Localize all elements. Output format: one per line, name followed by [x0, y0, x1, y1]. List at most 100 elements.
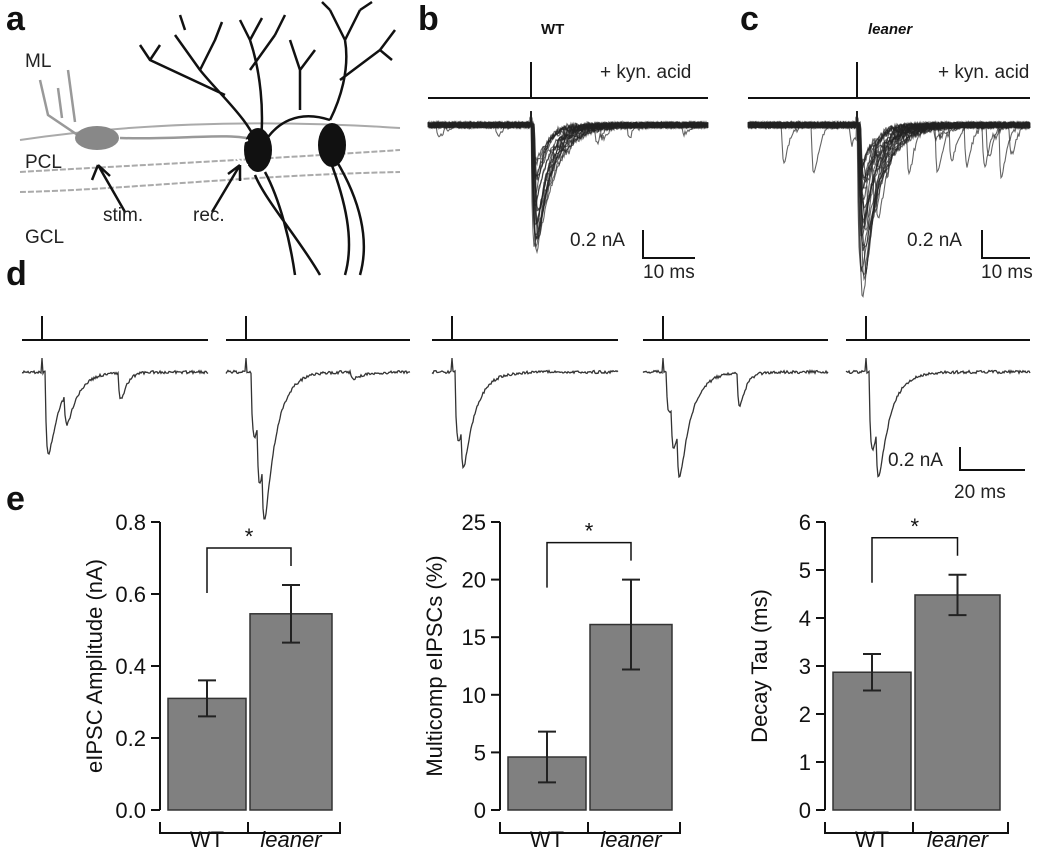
y-tick-label: 1 — [799, 750, 811, 775]
current-trace — [747, 110, 1031, 274]
scale-bar — [959, 447, 1025, 471]
panel-title: leaner — [868, 21, 913, 38]
condition-label: + kyn. acid — [938, 62, 1029, 83]
current-trace — [427, 110, 709, 226]
y-tick-label: 0.8 — [115, 510, 146, 535]
purkinje-axon — [253, 159, 366, 276]
y-tick-label: 5 — [474, 740, 486, 765]
y-tick-label: 0.6 — [115, 582, 146, 607]
stimulus-trace — [428, 62, 708, 99]
scale-bars — [642, 230, 1030, 471]
y-tick-label: 0 — [474, 798, 486, 823]
error-bar — [538, 730, 556, 784]
panel-label: a — [6, 0, 26, 38]
cerebellum-diagram — [19, 0, 401, 276]
y-tick-label: 2 — [799, 702, 811, 727]
arrow — [90, 164, 127, 213]
significance-mark: * — [585, 519, 594, 544]
layer-label: ML — [25, 51, 51, 72]
error-bar — [198, 679, 216, 718]
panel-title: WT — [541, 21, 564, 38]
rec-label: rec. — [193, 205, 225, 226]
x-tick-label: leaner — [260, 827, 323, 852]
current-trace — [427, 110, 709, 236]
x-tick-label: leaner — [927, 827, 990, 852]
stimulus-trace — [748, 62, 1030, 99]
stimulus-trace — [22, 316, 208, 341]
scale-bar — [642, 230, 695, 259]
y-tick-label: 10 — [462, 683, 486, 708]
significance-bracket — [546, 541, 632, 588]
stimulus-trace — [846, 316, 1030, 341]
purkinje-soma — [318, 123, 346, 167]
stim-label: stim. — [103, 205, 143, 226]
scale-label: 20 ms — [954, 482, 1006, 503]
traces — [21, 62, 1031, 520]
error-bar — [282, 584, 300, 644]
error-bar — [622, 578, 640, 671]
arrow — [210, 164, 242, 213]
current-trace — [747, 110, 1031, 282]
current-trace — [225, 357, 411, 520]
layer-line — [19, 122, 401, 141]
y-tick-label: 20 — [462, 568, 486, 593]
scale-label: 0.2 nA — [570, 230, 625, 251]
recording-pipette — [235, 139, 249, 166]
x-tick-label: WT — [855, 827, 889, 852]
y-axis-label: eIPSC Amplitude (nA) — [82, 559, 107, 773]
error-bar — [948, 573, 967, 617]
bar — [914, 594, 1001, 811]
panel-label: c — [740, 0, 759, 38]
y-tick-label: 6 — [799, 510, 811, 535]
x-tick-label: WT — [530, 827, 564, 852]
x-axis — [159, 822, 341, 834]
y-axis-label: Decay Tau (ms) — [747, 589, 772, 743]
significance-mark: * — [910, 514, 919, 539]
layer-label: PCL — [25, 152, 62, 173]
scale-bar — [981, 230, 1030, 259]
purkinje-soma — [244, 128, 272, 172]
stellate-dendrite — [38, 69, 256, 142]
bar — [832, 671, 912, 811]
y-tick-label: 0.4 — [115, 654, 146, 679]
y-tick-label: 15 — [462, 625, 486, 650]
y-tick-label: 0.0 — [115, 798, 146, 823]
x-tick-label: WT — [190, 827, 224, 852]
layer-label: GCL — [25, 227, 64, 248]
y-tick-label: 0 — [799, 798, 811, 823]
stimulus-trace — [226, 316, 410, 341]
panel-label: d — [6, 255, 27, 293]
significance-bracket — [206, 547, 292, 593]
y-tick-label: 3 — [799, 654, 811, 679]
current-trace — [427, 110, 709, 162]
significance-mark: * — [245, 524, 254, 549]
current-trace — [21, 357, 209, 455]
stellate-soma — [75, 126, 119, 150]
current-trace — [431, 357, 619, 470]
purkinje-dendrite — [138, 0, 396, 151]
stimulus-trace — [643, 316, 828, 341]
current-trace — [845, 357, 1031, 478]
x-axis — [824, 822, 1009, 834]
current-trace — [747, 110, 1031, 276]
current-trace — [747, 110, 1031, 179]
y-tick-label: 4 — [799, 606, 811, 631]
y-tick-label: 0.2 — [115, 726, 146, 751]
scale-label: 0.2 nA — [888, 450, 943, 471]
error-bar — [863, 653, 881, 692]
current-trace — [642, 357, 829, 479]
significance-bracket — [871, 537, 959, 583]
x-tick-label: leaner — [600, 827, 663, 852]
y-tick-label: 5 — [799, 558, 811, 583]
x-axis — [499, 822, 681, 834]
y-axis-label: Multicomp eIPSCs (%) — [422, 555, 447, 776]
condition-label: + kyn. acid — [600, 62, 691, 83]
layer-line — [19, 171, 401, 193]
scale-label: 0.2 nA — [907, 230, 962, 251]
bar-charts: 0.0 0.2 0.4 0.6 0.8 eIPSC Amplitude (nA) WT lea… — [82, 510, 1009, 852]
scale-label: 10 ms — [643, 262, 695, 283]
y-tick-label: 25 — [462, 510, 486, 535]
scale-label: 10 ms — [981, 262, 1033, 283]
